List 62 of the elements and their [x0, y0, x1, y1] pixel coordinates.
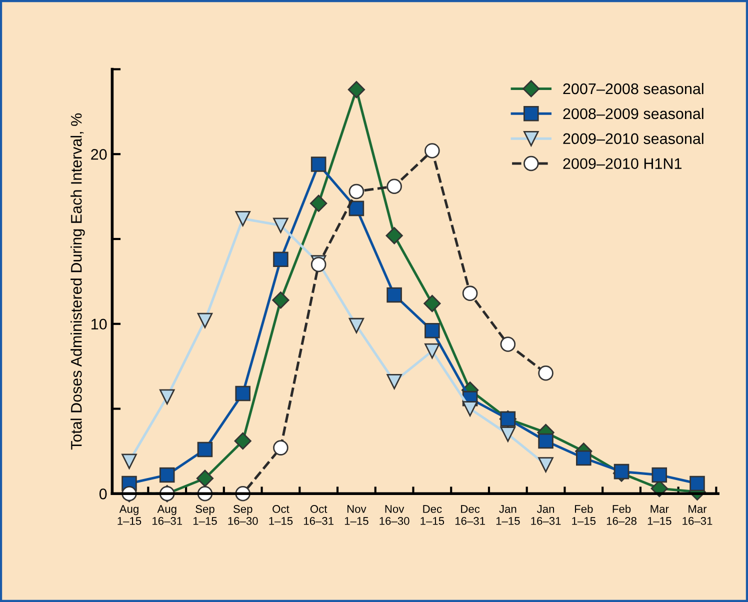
point [273, 218, 288, 234]
point [500, 426, 516, 442]
point [310, 194, 328, 212]
point [576, 450, 592, 466]
point [538, 457, 554, 472]
x-tick-label: Jan 1–15 [496, 505, 520, 525]
point [386, 178, 402, 194]
point [690, 476, 705, 492]
x-tick-label: Sep 16–30 [228, 505, 258, 525]
point [159, 467, 175, 483]
point [272, 292, 290, 309]
point [462, 286, 478, 301]
point [348, 318, 364, 334]
x-tick-label: Nov 16–30 [380, 505, 410, 525]
x-tick-label: Dec 1–15 [420, 505, 444, 525]
point [386, 287, 402, 303]
point [614, 464, 630, 480]
x-tick-label: Nov 1–15 [344, 505, 368, 525]
point [348, 200, 364, 216]
legend-label: 2008–2009 seasonal [563, 108, 704, 120]
x-tick-label: Aug 1–15 [118, 505, 142, 525]
y-tick-label: 20 [91, 148, 107, 160]
point [348, 184, 364, 200]
legend-label: 2009–2010 H1N1 [563, 158, 682, 170]
point [235, 386, 250, 402]
x-tick-label: Feb 1–15 [572, 504, 596, 525]
point [197, 312, 213, 328]
x-tick-label: Sep 1–15 [193, 505, 217, 525]
x-tick-label: Oct 16–31 [304, 505, 334, 525]
point [348, 81, 365, 98]
point [122, 454, 137, 470]
point [310, 156, 326, 172]
x-tick-label: Feb 16–28 [606, 504, 636, 525]
y-tick-label: 10 [92, 318, 107, 330]
point [538, 433, 554, 449]
point [424, 143, 440, 158]
point [197, 442, 213, 458]
x-tick-label: Oct 1–15 [269, 505, 293, 525]
point [500, 336, 516, 352]
point [652, 467, 668, 483]
point [462, 401, 478, 416]
point [424, 323, 440, 338]
point [424, 294, 441, 312]
point [538, 365, 554, 381]
point [273, 440, 288, 456]
x-tick-label: Jan 16–31 [531, 505, 561, 525]
point [273, 252, 288, 268]
point [386, 374, 402, 390]
legend-label: 2009–2010 seasonal [563, 132, 704, 144]
y-tick-label: 0 [99, 488, 107, 500]
point [196, 470, 214, 487]
x-tick-label: Dec 16–31 [455, 505, 485, 525]
point [235, 210, 250, 226]
x-tick-label: Mar 16–31 [682, 505, 712, 525]
x-tick-label: Mar 1–15 [648, 505, 672, 525]
x-tick-label: Aug 16–31 [152, 505, 182, 525]
point [386, 227, 403, 244]
point [424, 343, 440, 359]
y-axis-title: Total Doses Administered During Each Interval, % [70, 113, 85, 450]
point [159, 389, 175, 405]
point [234, 432, 252, 450]
legend-label: 2007–2008 seasonal [563, 82, 704, 94]
